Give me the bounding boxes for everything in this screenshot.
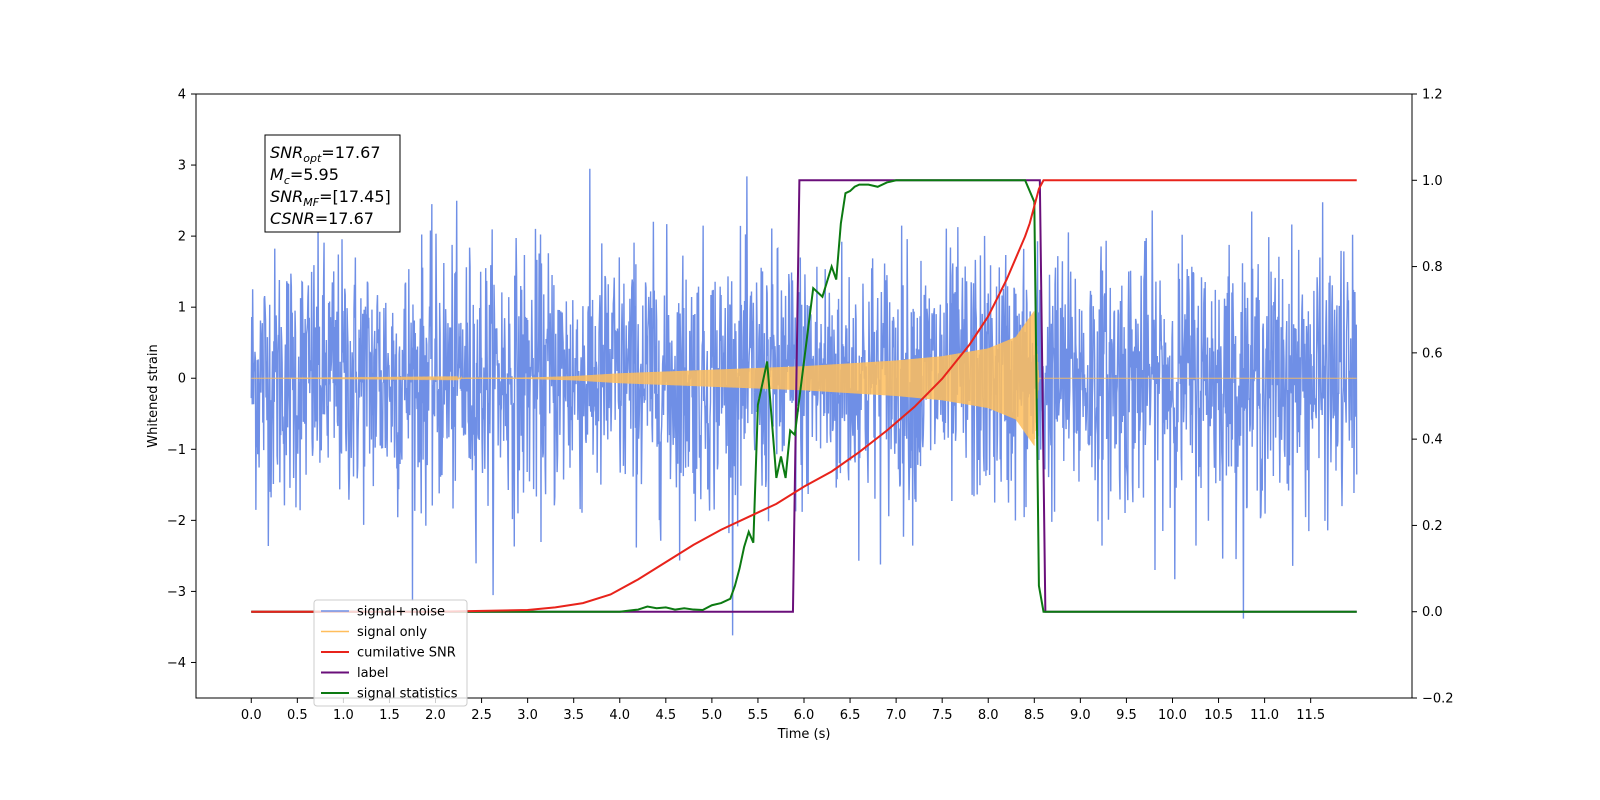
x-tick-label: 10.0 (1158, 708, 1187, 723)
y-right-tick-label: 0.2 (1422, 519, 1443, 534)
info-box-line: SNRMF=[17.45] (270, 187, 391, 209)
legend-label: signal+ noise (357, 605, 445, 620)
y-axis-label: Whitened strain (146, 344, 161, 447)
y-left-tick-label: 2 (178, 230, 186, 245)
x-tick-label: 1.0 (333, 708, 354, 723)
x-tick-label: 9.5 (1116, 708, 1137, 723)
info-box-line: SNRopt=17.67 (270, 143, 381, 165)
x-tick-label: 10.5 (1204, 708, 1233, 723)
x-tick-label: 5.0 (702, 708, 723, 723)
y-left-tick-label: −1 (167, 443, 186, 458)
legend: signal+ noise signal only cumilative SNR la… (313, 599, 468, 707)
series-cumulative-snr (251, 179, 1357, 613)
x-tick-label: 8.5 (1024, 708, 1045, 723)
x-tick-label: 8.0 (978, 708, 999, 723)
x-tick-label: 7.5 (932, 708, 953, 723)
plot-area (250, 168, 1358, 636)
legend-label: signal statistics (357, 687, 458, 702)
stats-info-box: SNRopt=17.67Mc=5.95SNRMF=[17.45]CSNR=17.… (264, 134, 401, 233)
x-tick-label: 6.0 (794, 708, 815, 723)
y-axis-left: 4 3 2 1 0 −1 −2 −3 −4 (167, 88, 196, 671)
y-left-tick-label: 3 (178, 159, 186, 174)
y-right-tick-label: 0.8 (1422, 260, 1443, 275)
y-left-tick-label: −2 (167, 514, 186, 529)
y-right-tick-label: 0.4 (1422, 433, 1443, 448)
x-tick-label: 11.0 (1250, 708, 1279, 723)
x-tick-label: 9.0 (1070, 708, 1091, 723)
legend-label: cumilative SNR (357, 646, 456, 661)
x-tick-label: 5.5 (748, 708, 769, 723)
y-left-tick-label: −3 (167, 585, 186, 600)
y-right-tick-label: 1.0 (1422, 174, 1443, 189)
x-tick-label: 1.5 (379, 708, 400, 723)
info-box-line: CSNR=17.67 (270, 209, 374, 228)
y-right-tick-label: 1.2 (1422, 88, 1443, 103)
legend-label: signal only (357, 625, 427, 640)
y-left-tick-label: 0 (178, 372, 186, 387)
x-tick-label: 3.0 (517, 708, 538, 723)
x-tick-label: 0.0 (241, 708, 262, 723)
x-tick-label: 4.5 (655, 708, 676, 723)
info-box-frame (264, 134, 401, 233)
x-tick-label: 2.0 (425, 708, 446, 723)
x-axis-label: Time (s) (777, 727, 831, 742)
y-left-tick-label: 4 (178, 88, 186, 103)
y-left-tick-label: 1 (178, 301, 186, 316)
x-tick-label: 4.0 (609, 708, 630, 723)
y-right-tick-label: 0.6 (1422, 346, 1443, 361)
x-tick-label: 11.5 (1296, 708, 1325, 723)
info-box-line: Mc=5.95 (270, 165, 339, 187)
y-right-tick-label: 0.0 (1422, 605, 1443, 620)
y-left-tick-label: −4 (167, 656, 186, 671)
y-axis-right: 1.2 1.0 0.8 0.6 0.4 0.2 0.0 −0.2 (1412, 88, 1454, 707)
series-signal-statistics (251, 179, 1357, 613)
series-signal-noise (250, 168, 1358, 636)
x-tick-label: 7.0 (886, 708, 907, 723)
x-tick-label: 3.5 (563, 708, 584, 723)
y-right-tick-label: −0.2 (1422, 692, 1454, 707)
x-tick-label: 0.5 (287, 708, 308, 723)
x-tick-label: 6.5 (840, 708, 861, 723)
legend-label: label (357, 666, 388, 681)
legend-frame (313, 599, 468, 707)
x-tick-label: 2.5 (471, 708, 492, 723)
x-axis: 0.0 0.5 1.0 1.5 2.0 2.5 3.0 3.5 4.0 4.5 5.0 5.5 6.0 6… (241, 698, 1325, 723)
